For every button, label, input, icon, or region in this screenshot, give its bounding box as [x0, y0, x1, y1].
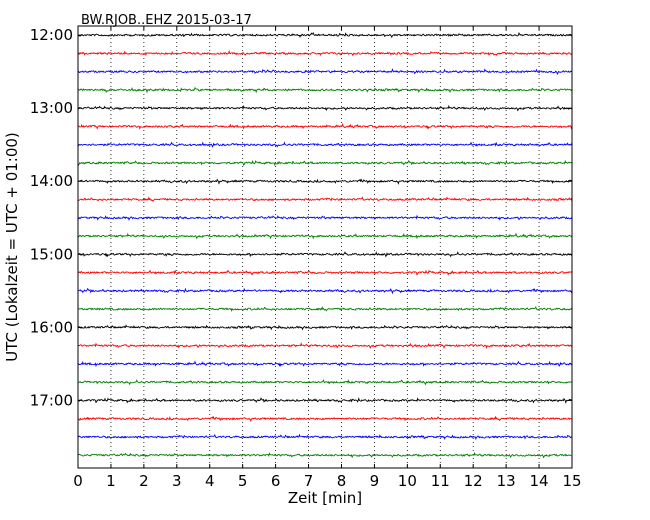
grid-lines: [110, 26, 540, 468]
trace-line: [77, 397, 573, 404]
trace-line: [77, 159, 573, 167]
trace-line: [77, 86, 573, 94]
trace-line: [78, 451, 572, 459]
y-tick-label: 14:00: [30, 172, 73, 190]
x-tick-label: 10: [398, 472, 417, 490]
trace-line: [77, 251, 573, 258]
trace-line: [77, 31, 573, 39]
seismogram-traces: [77, 31, 573, 459]
trace-line: [77, 68, 573, 76]
x-tick-label: 5: [238, 472, 248, 490]
trace-line: [77, 342, 572, 350]
chart-title: BW.RJOB..EHZ 2015-03-17: [81, 13, 252, 28]
trace-line: [77, 50, 573, 57]
y-tick-label: 15:00: [30, 245, 73, 263]
y-axis-ticks: 12:00 13:00 14:00 15:00 16:00 17:00: [30, 26, 572, 409]
y-tick-label: 13:00: [30, 99, 73, 117]
trace-line: [77, 232, 573, 240]
trace-line: [77, 214, 573, 221]
trace-line: [77, 415, 572, 423]
x-tick-label: 9: [370, 472, 380, 490]
x-tick-label: 12: [464, 472, 483, 490]
x-tick-label: 15: [562, 472, 581, 490]
x-tick-label: 8: [337, 472, 347, 490]
y-tick-label: 16:00: [30, 318, 73, 336]
trace-line: [77, 324, 573, 331]
x-tick-label: 0: [73, 472, 83, 490]
y-tick-label: 17:00: [30, 391, 73, 409]
x-tick-label: 11: [431, 472, 450, 490]
x-tick-label: 6: [271, 472, 281, 490]
x-tick-label: 3: [172, 472, 182, 490]
trace-line: [77, 305, 573, 312]
trace-line: [77, 360, 573, 368]
x-tick-label: 13: [497, 472, 516, 490]
trace-line: [77, 141, 573, 148]
trace-line: [77, 104, 573, 112]
trace-line: [77, 287, 573, 295]
trace-line: [77, 378, 572, 386]
y-tick-label: 12:00: [30, 26, 73, 44]
x-tick-label: 7: [304, 472, 314, 490]
x-axis-label: Zeit [min]: [288, 489, 362, 507]
x-tick-label: 2: [139, 472, 149, 490]
trace-line: [77, 433, 572, 441]
trace-line: [77, 178, 573, 185]
trace-line: [77, 196, 573, 202]
trace-line: [77, 269, 573, 276]
y-axis-label: UTC (Lokalzeit = UTC + 01:00): [3, 132, 21, 362]
x-tick-label: 1: [106, 472, 116, 490]
x-axis-ticks: 0 1 2 3 4 5 6 7 8 9 10 11 12 13 14 15: [73, 26, 582, 490]
x-tick-label: 14: [530, 472, 549, 490]
x-tick-label: 4: [205, 472, 215, 490]
trace-line: [77, 122, 573, 130]
plot-frame: [77, 25, 573, 469]
